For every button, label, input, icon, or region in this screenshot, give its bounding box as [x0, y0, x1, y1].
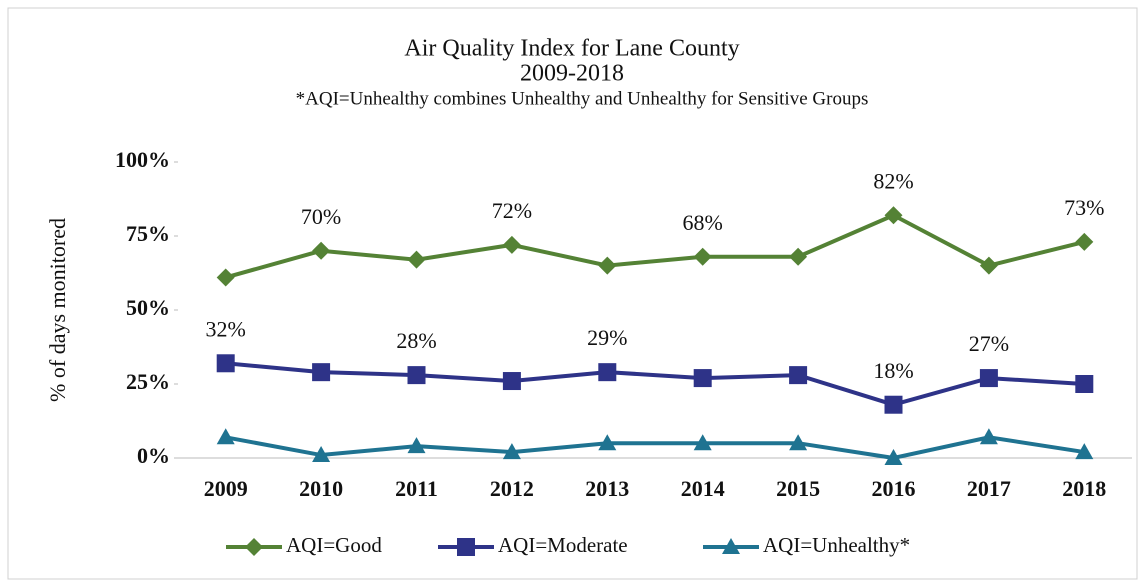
chart-note: *AQI=Unhealthy combines Unhealthy and Un…	[296, 88, 869, 109]
chart-frame	[7, 7, 1138, 580]
marker	[216, 268, 235, 287]
data-label: 73%	[1064, 195, 1104, 220]
marker	[407, 250, 426, 269]
x-tick-label: 2015	[776, 476, 820, 501]
data-label: 68%	[683, 210, 723, 235]
marker	[598, 434, 617, 451]
marker	[245, 538, 263, 556]
marker	[722, 538, 740, 554]
series-line	[225, 213, 1085, 280]
x-tick-label: 2017	[967, 476, 1011, 501]
marker	[693, 247, 712, 266]
marker	[502, 235, 521, 254]
marker	[216, 428, 235, 445]
data-label: 72%	[492, 198, 532, 223]
marker	[979, 256, 998, 275]
data-label: 82%	[873, 168, 913, 193]
chart-title: Air Quality Index for Lane County	[404, 36, 739, 62]
marker	[789, 434, 808, 451]
y-tick-label: 100%	[115, 147, 170, 172]
x-tick-label: 2012	[490, 476, 534, 501]
marker	[884, 449, 903, 465]
series-line	[225, 361, 1085, 407]
marker	[502, 443, 521, 460]
marker	[884, 206, 903, 225]
marker	[407, 366, 426, 385]
data-label: 18%	[873, 358, 913, 383]
x-tick-label: 2010	[299, 476, 343, 501]
marker	[979, 369, 998, 388]
marker	[312, 363, 331, 382]
chart-subtitle: 2009-2018	[520, 61, 624, 87]
marker	[502, 372, 521, 391]
legend-label: AQI=Good	[286, 533, 382, 557]
y-tick-label: 50%	[126, 295, 170, 320]
x-tick-label: 2011	[395, 476, 438, 501]
marker	[598, 363, 617, 382]
marker	[789, 247, 808, 266]
data-label: 28%	[396, 328, 436, 353]
x-tick-label: 2014	[681, 476, 725, 501]
data-label: 70%	[301, 204, 341, 229]
marker	[407, 437, 426, 454]
y-axis-label: % of days monitored	[45, 218, 70, 402]
x-tick-label: 2013	[585, 476, 629, 501]
x-tick-label: 2009	[204, 476, 248, 501]
marker	[1075, 443, 1094, 460]
legend-label: AQI=Moderate	[498, 533, 628, 557]
marker	[693, 434, 712, 451]
marker	[598, 256, 617, 275]
data-label: 29%	[587, 325, 627, 350]
y-tick-label: 0%	[137, 443, 170, 468]
marker	[884, 395, 903, 414]
data-label: 27%	[969, 331, 1009, 356]
marker	[312, 241, 331, 260]
series-line	[225, 435, 1085, 461]
x-tick-label: 2016	[872, 476, 916, 501]
marker	[457, 538, 475, 556]
marker	[979, 428, 998, 445]
marker	[1075, 375, 1094, 393]
marker	[312, 446, 331, 463]
marker	[1075, 232, 1094, 251]
marker	[789, 366, 808, 385]
marker	[693, 369, 712, 388]
legend-label: AQI=Unhealthy*	[763, 533, 910, 557]
y-tick-label: 75%	[126, 221, 170, 246]
marker	[216, 354, 235, 373]
x-tick-label: 2018	[1062, 476, 1106, 501]
data-label: 32%	[206, 316, 246, 341]
y-tick-label: 25%	[126, 369, 170, 394]
